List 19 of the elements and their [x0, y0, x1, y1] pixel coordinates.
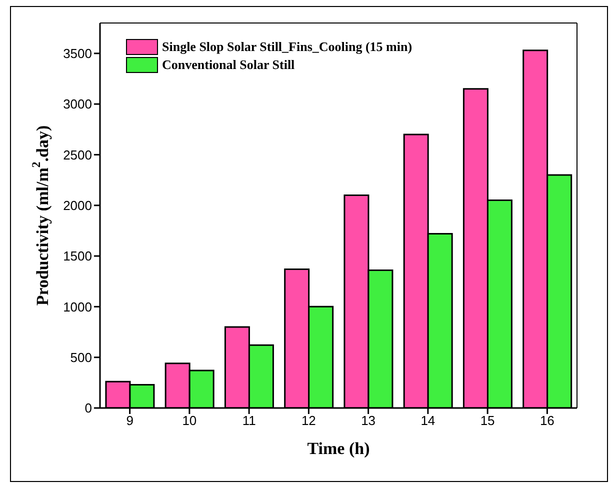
- x-tick-label: 12: [301, 413, 316, 428]
- legend-label: Single Slop Solar Still_Fins_Cooling (15 min): [162, 39, 412, 55]
- x-tick-label: 14: [420, 413, 436, 428]
- legend-label: Conventional Solar Still: [162, 57, 295, 73]
- x-tick-label: 13: [361, 413, 376, 428]
- x-axis-title: Time (h): [307, 439, 370, 458]
- x-tick-label: 16: [540, 413, 554, 428]
- y-tick-label: 500: [70, 350, 92, 365]
- y-tick-label: 2000: [63, 198, 92, 213]
- y-tick-label: 1000: [63, 299, 92, 314]
- y-tick-label: 1500: [63, 248, 92, 264]
- y-tick-label: 3000: [63, 96, 92, 112]
- y-tick-label: 3500: [63, 46, 92, 62]
- x-tick-label: 15: [480, 413, 495, 428]
- y-tick-label: 2500: [63, 147, 92, 162]
- y-tick-label: 0: [84, 400, 92, 416]
- x-tick-label: 9: [126, 413, 134, 428]
- x-tick-label: 11: [242, 413, 256, 428]
- x-tick-label: 10: [182, 413, 197, 428]
